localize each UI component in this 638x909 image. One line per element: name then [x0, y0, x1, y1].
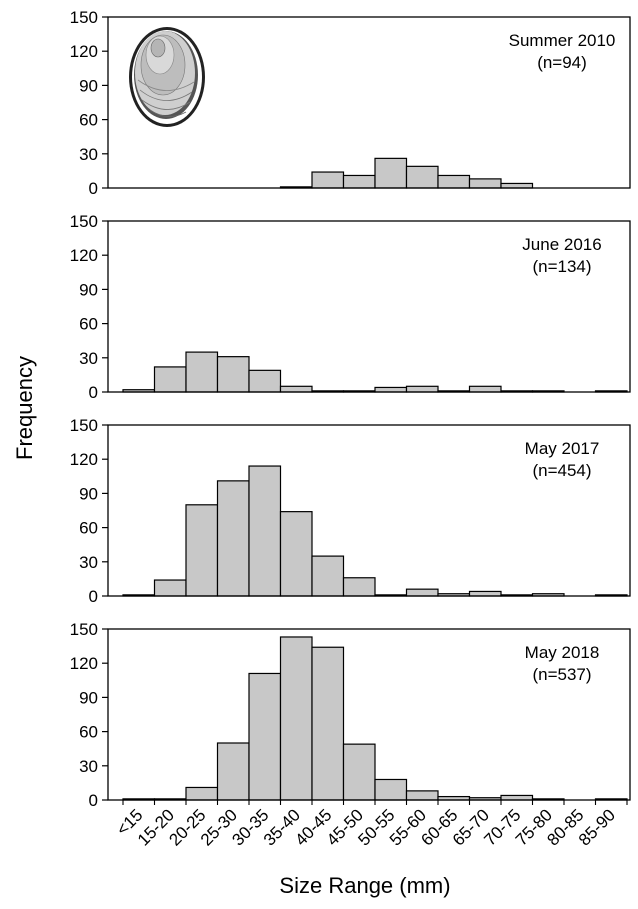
bar-20-25: [185, 351, 219, 393]
panel-3: 0 30 60 90 120 150 May 2017 (n=454): [70, 416, 631, 606]
y-tick-label: 0: [89, 791, 98, 810]
bar-65-70: [468, 178, 502, 189]
bar-40-45: [311, 171, 345, 189]
y-tick-label: 90: [79, 688, 98, 707]
plot-frame: [107, 424, 631, 597]
panel-title: May 2018: [525, 643, 600, 662]
panel-2: 0 30 60 90 120 150 June 2016 (n=134): [70, 212, 631, 402]
y-tick-label: 30: [79, 145, 98, 164]
bar-30-35: [248, 369, 282, 393]
panel-1: 0 30 60 90 120 150 Summer 2010 (n=94): [70, 8, 631, 198]
bar-45-50: [342, 174, 376, 189]
abalone-shell-illustration: [129, 27, 205, 127]
x-tick-label: 85-90: [575, 805, 619, 849]
bar-70-75: [500, 794, 534, 801]
x-tick-labels: <1515-2020-2525-3030-3535-4040-4545-5050…: [113, 800, 628, 850]
bar-30-35: [248, 465, 282, 597]
bar-70-75: [500, 182, 534, 189]
y-tick-label: 90: [79, 280, 98, 299]
y-tick-label: 120: [70, 450, 98, 469]
y-tick-label: 120: [70, 654, 98, 673]
panel-sample-size: (n=94): [537, 53, 587, 72]
bar-20-25: [185, 786, 219, 801]
bar-25-30: [216, 480, 250, 597]
bar-25-30: [216, 742, 250, 801]
bar-55-60: [405, 385, 439, 393]
y-tick-label: 150: [70, 8, 98, 27]
bar-65-70: [468, 590, 502, 597]
y-tick-label: 30: [79, 349, 98, 368]
panel-title: June 2016: [522, 235, 601, 254]
plot-frame: [107, 628, 631, 801]
panel-title: May 2017: [525, 439, 600, 458]
y-tick-label: 60: [79, 519, 98, 538]
panel-4: 0 30 60 90 120 150 May 2018 (n=537): [70, 620, 631, 810]
y-tick-label: 150: [70, 212, 98, 231]
bar-15-20: [153, 366, 187, 393]
bar-30-35: [248, 672, 282, 801]
bar-35-40: [279, 385, 313, 393]
y-tick-label: 120: [70, 246, 98, 265]
bar-35-40: [279, 511, 313, 597]
bar-55-60: [405, 588, 439, 597]
y-tick-label: 60: [79, 111, 98, 130]
bar-50-55: [374, 157, 408, 189]
bar-55-60: [405, 165, 439, 189]
x-axis-title: Size Range (mm): [279, 873, 450, 898]
bar-15-20: [153, 579, 187, 597]
y-tick-label: 30: [79, 757, 98, 776]
y-tick-label: 0: [89, 383, 98, 402]
plot-frame: [107, 16, 631, 189]
bar-50-55: [374, 386, 408, 393]
bar-40-45: [311, 555, 345, 597]
bar-20-25: [185, 504, 219, 597]
panels-group: 0 30 60 90 120 150 Summer 2010 (n=94) 0 30 60 90 120…: [70, 8, 631, 810]
panel-title: Summer 2010: [509, 31, 616, 50]
y-tick-label: 60: [79, 723, 98, 742]
y-tick-label: 90: [79, 76, 98, 95]
y-tick-label: 150: [70, 416, 98, 435]
y-tick-label: 0: [89, 587, 98, 606]
bar-45-50: [342, 743, 376, 801]
bar-65-70: [468, 385, 502, 393]
bar-55-60: [405, 790, 439, 801]
bar-40-45: [311, 646, 345, 801]
y-tick-label: 120: [70, 42, 98, 61]
panel-sample-size: (n=454): [532, 461, 591, 480]
panel-sample-size: (n=134): [532, 257, 591, 276]
y-tick-label: 150: [70, 620, 98, 639]
bar-60-65: [437, 174, 471, 189]
y-axis-title: Frequency: [12, 356, 37, 460]
panel-sample-size: (n=537): [532, 665, 591, 684]
bar-25-30: [216, 356, 250, 393]
plot-frame: [107, 220, 631, 393]
bar-35-40: [279, 636, 313, 801]
bar-50-55: [374, 778, 408, 801]
y-tick-label: 30: [79, 553, 98, 572]
y-tick-label: 0: [89, 179, 98, 198]
y-tick-label: 90: [79, 484, 98, 503]
bar-45-50: [342, 577, 376, 597]
y-tick-label: 60: [79, 315, 98, 334]
